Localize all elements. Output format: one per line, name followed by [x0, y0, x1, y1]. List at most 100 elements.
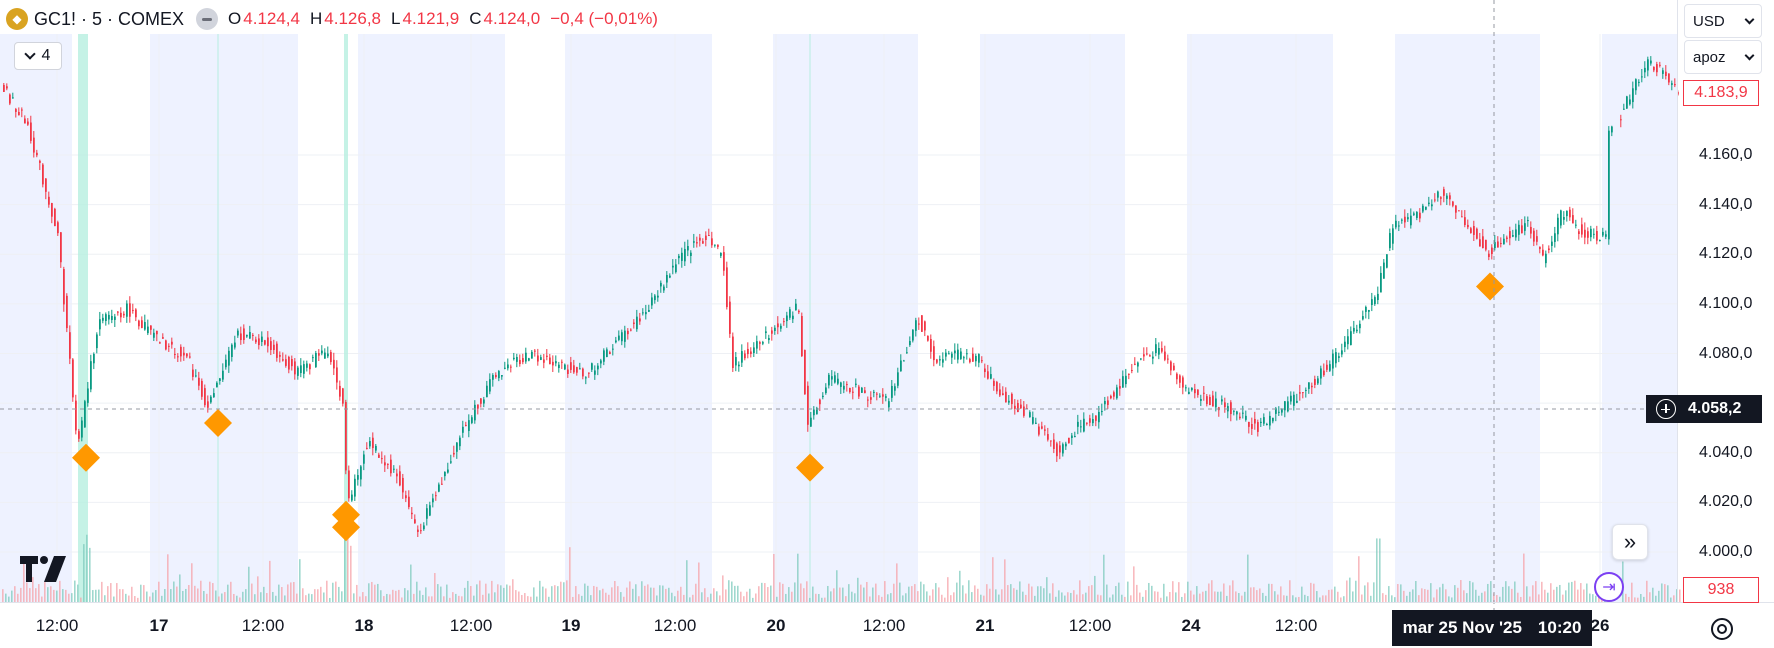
candle-body — [594, 370, 596, 375]
candle-body — [960, 351, 962, 359]
candle-body — [969, 359, 971, 363]
volume-bar — [389, 594, 391, 602]
volume-bar — [716, 591, 718, 602]
volume-bar — [293, 582, 295, 602]
market-status-icon[interactable] — [196, 8, 219, 30]
candle-body — [1020, 404, 1022, 409]
candle-body — [1311, 385, 1313, 388]
volume-bar — [1478, 595, 1480, 602]
volume-bar — [1661, 583, 1663, 602]
volume-bar — [800, 583, 802, 602]
unit-select[interactable]: apoz — [1684, 40, 1762, 74]
candle-body — [72, 359, 74, 398]
candle-body — [906, 352, 908, 354]
volume-bar — [1172, 581, 1174, 602]
candle-body — [1605, 234, 1607, 237]
candle-body — [249, 331, 251, 339]
volume-bar — [332, 582, 334, 602]
candle-body — [657, 295, 659, 298]
volume-bar — [146, 591, 148, 602]
candle-body — [1455, 205, 1457, 213]
volume-bar — [1130, 595, 1132, 602]
candle-body — [288, 356, 290, 370]
volume-bar — [377, 583, 379, 602]
volume-bar — [83, 544, 85, 602]
candle-body — [993, 380, 995, 386]
candle-body — [9, 94, 11, 104]
volume-bar — [470, 586, 472, 602]
volume-bar — [608, 594, 610, 602]
candle-body — [645, 312, 647, 315]
candle-body — [1134, 363, 1136, 365]
indicators-toggle-button[interactable]: 4 — [14, 42, 62, 70]
volume-bar — [560, 581, 562, 602]
volume-bar — [746, 591, 748, 602]
volume-bar — [482, 594, 484, 602]
chart-grid — [0, 34, 1677, 602]
volume-bar — [320, 586, 322, 602]
volume-bar — [1019, 581, 1021, 602]
candle-body — [270, 341, 272, 350]
volume-bar — [1532, 585, 1534, 602]
volume-bar — [443, 596, 445, 602]
volume-bar — [821, 597, 823, 602]
candle-body — [462, 426, 464, 433]
candle-body — [945, 352, 947, 357]
volume-bar — [743, 596, 745, 602]
candle-body — [1095, 415, 1097, 421]
volume-bar — [1022, 591, 1024, 602]
volume-bar — [233, 593, 235, 602]
settings-gear-icon[interactable] — [1711, 618, 1733, 640]
volume-bar — [1067, 592, 1069, 602]
candle-body — [435, 495, 437, 497]
currency-select[interactable]: USD — [1684, 4, 1762, 38]
candle-body — [552, 361, 554, 366]
volume-bar — [1577, 589, 1579, 602]
candle-body — [1497, 241, 1499, 248]
volume-bar — [902, 595, 904, 602]
scroll-to-realtime-button[interactable]: » — [1612, 524, 1648, 560]
candle-body — [1329, 364, 1331, 371]
volume-bar — [263, 586, 265, 602]
volume-bar — [749, 588, 751, 602]
candle-body — [642, 312, 644, 314]
candle-body — [363, 454, 365, 464]
volume-bar — [701, 592, 703, 602]
candle-body — [723, 252, 725, 271]
candle-body — [1593, 233, 1595, 235]
candle-body — [720, 252, 722, 256]
candle-body — [75, 400, 77, 431]
symbol-title[interactable]: GC1! · 5 · COMEX — [34, 8, 185, 29]
volume-bar — [689, 597, 691, 602]
volume-bar — [1295, 597, 1297, 602]
crosshair — [0, 0, 1646, 610]
candle-body — [99, 319, 101, 330]
candle-body — [198, 377, 200, 386]
candle-body — [702, 241, 704, 244]
volume-bar — [1343, 596, 1345, 602]
candle-body — [366, 447, 368, 449]
volume-bar — [989, 588, 991, 602]
candle-body — [1332, 353, 1334, 369]
volume-bar — [845, 596, 847, 602]
volume-bar — [1268, 583, 1270, 602]
volume-bar — [1181, 596, 1183, 602]
candle-body — [1545, 253, 1547, 264]
crosshair-price-badge[interactable]: 4.058,2 — [1646, 395, 1762, 423]
volume-bar — [986, 584, 988, 602]
candle-body — [195, 375, 197, 377]
candle-body — [333, 359, 335, 369]
candle-body — [1554, 233, 1556, 242]
candle-body — [1485, 239, 1487, 250]
replay-icon[interactable]: ⇥ — [1594, 572, 1624, 602]
y-tick-label: 4.020,0 — [1699, 493, 1753, 511]
volume-bar — [881, 596, 883, 602]
volume-bar — [1484, 591, 1486, 602]
volume-bar — [1121, 594, 1123, 602]
tradingview-logo[interactable] — [20, 556, 66, 582]
volume-bar — [38, 584, 40, 602]
add-plus-icon[interactable] — [1656, 399, 1676, 419]
volume-bar — [1133, 566, 1135, 602]
candle-body — [12, 97, 14, 99]
